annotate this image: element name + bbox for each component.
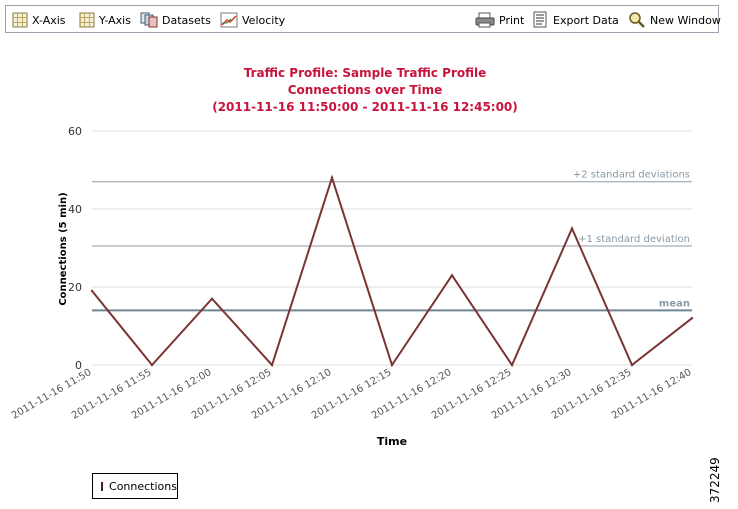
chart-title-line-1: Traffic Profile: Sample Traffic Profile	[244, 66, 487, 80]
datasets-label: Datasets	[162, 13, 211, 27]
data-point	[210, 297, 214, 300]
print-button[interactable]: Print	[475, 10, 524, 30]
y-axis-title: Connections (5 min)	[58, 192, 69, 305]
y-axis-icon	[79, 12, 95, 28]
data-point	[690, 317, 694, 320]
y-axis-label: Y-Axis	[99, 13, 131, 27]
chart-title-line-3: (2011-11-16 11:50:00 - 2011-11-16 12:45:…	[212, 100, 518, 114]
chart-title: Traffic Profile: Sample Traffic Profile C…	[212, 66, 518, 114]
chart-grid	[92, 130, 692, 366]
chart-toolbar: X-Axis Y-Axis Datasets Velocity Print	[5, 5, 721, 33]
new-window-label: New Window	[650, 13, 721, 27]
y-tick-label: 0	[75, 359, 82, 372]
export-icon	[533, 11, 547, 28]
new-window-button[interactable]: New Window	[628, 10, 721, 30]
chart-title-line-2: Connections over Time	[288, 83, 443, 97]
series-line-connections	[91, 174, 693, 368]
datasets-button[interactable]: Datasets	[140, 10, 211, 30]
print-label: Print	[499, 13, 525, 27]
series-connections	[90, 174, 694, 368]
figure-id: 372249	[708, 457, 722, 503]
magnifier-icon	[629, 12, 645, 28]
chart-legend: Connections	[92, 473, 178, 499]
velocity-label: Velocity	[242, 13, 286, 27]
data-point	[510, 363, 514, 367]
data-point	[570, 227, 574, 230]
velocity-button[interactable]: Velocity	[220, 10, 285, 30]
x-axis-button[interactable]: X-Axis	[12, 10, 66, 30]
y-axis-button[interactable]: Y-Axis	[79, 10, 131, 30]
data-point	[390, 363, 394, 367]
data-point	[90, 289, 94, 293]
velocity-icon	[220, 12, 238, 28]
data-point	[450, 274, 454, 277]
data-point	[630, 363, 634, 367]
data-point	[270, 363, 274, 367]
printer-icon	[475, 12, 495, 28]
reference-lines: mean +1 standard deviation +2 standard dev…	[92, 170, 692, 312]
x-axis-label: X-Axis	[32, 13, 66, 27]
x-axis-title: Time	[377, 435, 407, 448]
y-tick-label: 60	[68, 125, 82, 138]
data-point	[330, 176, 334, 179]
reference-line-label: +2 standard deviations	[573, 170, 690, 181]
x-axis-icon	[12, 12, 28, 28]
reference-line-label: +1 standard deviation	[578, 234, 690, 245]
y-tick-labels: 0 20 40 60	[68, 125, 82, 372]
y-tick-label: 40	[68, 203, 82, 216]
reference-line-label: mean	[659, 298, 690, 309]
y-tick-label: 20	[68, 281, 82, 294]
legend-label-connections: Connections	[109, 479, 177, 493]
legend-swatch-connections	[101, 481, 104, 491]
data-point	[150, 363, 154, 367]
export-data-label: Export Data	[553, 13, 619, 27]
export-data-button[interactable]: Export Data	[533, 10, 619, 30]
datasets-icon	[140, 12, 158, 28]
